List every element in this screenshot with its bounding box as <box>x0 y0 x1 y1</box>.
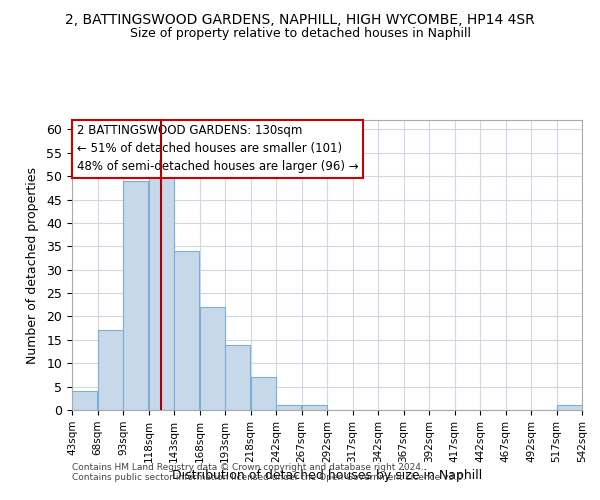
Text: 2, BATTINGSWOOD GARDENS, NAPHILL, HIGH WYCOMBE, HP14 4SR: 2, BATTINGSWOOD GARDENS, NAPHILL, HIGH W… <box>65 12 535 26</box>
Bar <box>557 406 582 410</box>
Text: Size of property relative to detached houses in Naphill: Size of property relative to detached ho… <box>130 28 470 40</box>
Bar <box>149 176 174 410</box>
Bar <box>251 378 276 410</box>
Bar <box>276 406 301 410</box>
Bar <box>225 344 250 410</box>
Bar <box>302 406 327 410</box>
Bar <box>200 307 225 410</box>
Bar <box>123 181 148 410</box>
Text: Contains HM Land Registry data © Crown copyright and database right 2024.: Contains HM Land Registry data © Crown c… <box>72 462 424 471</box>
Bar <box>72 392 97 410</box>
Bar <box>98 330 123 410</box>
Text: 2 BATTINGSWOOD GARDENS: 130sqm
← 51% of detached houses are smaller (101)
48% of: 2 BATTINGSWOOD GARDENS: 130sqm ← 51% of … <box>77 124 359 174</box>
Bar <box>174 251 199 410</box>
Text: Contains public sector information licensed under the Open Government Licence v3: Contains public sector information licen… <box>72 472 466 482</box>
X-axis label: Distribution of detached houses by size in Naphill: Distribution of detached houses by size … <box>172 469 482 482</box>
Y-axis label: Number of detached properties: Number of detached properties <box>26 166 40 364</box>
